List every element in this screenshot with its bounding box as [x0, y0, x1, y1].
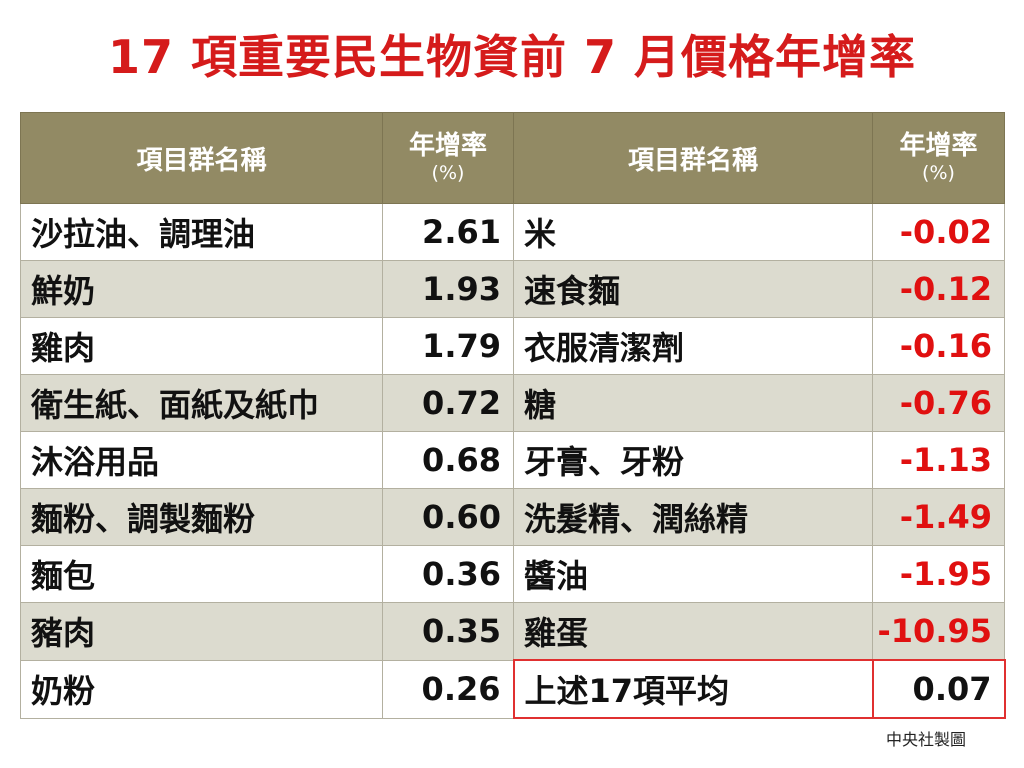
right-item-rate: -0.12 — [872, 260, 1005, 318]
left-item-name: 鮮奶 — [20, 260, 383, 318]
right-item-name: 洗髮精、潤絲精 — [513, 488, 873, 546]
left-item-rate: 0.60 — [382, 488, 514, 546]
header-rate-label: 年增率 — [899, 131, 978, 161]
left-item-name: 麵粉、調製麵粉 — [20, 488, 383, 546]
right-item-rate: -0.02 — [872, 203, 1005, 261]
left-item-rate: 0.36 — [382, 545, 514, 603]
left-item-rate: 0.35 — [382, 602, 514, 661]
left-item-rate: 1.79 — [382, 317, 514, 375]
table-row: 豬肉 0.35 雞蛋 -10.95 — [20, 602, 1005, 661]
average-label: 上述17項平均 — [512, 659, 874, 719]
table-row: 沙拉油、調理油 2.61 米 -0.02 — [20, 203, 1005, 261]
header-name-label: 項目群名稱 — [627, 145, 758, 176]
header-rate-left: 年增率 (%) — [382, 112, 514, 204]
right-item-rate: -10.95 — [872, 602, 1005, 661]
header-unit-label: (%) — [431, 162, 465, 184]
header-item-name-right: 項目群名稱 — [513, 112, 873, 204]
right-item-name: 衣服清潔劑 — [513, 317, 873, 375]
table-row: 麵粉、調製麵粉 0.60 洗髮精、潤絲精 -1.49 — [20, 488, 1005, 546]
right-item-name: 速食麵 — [513, 260, 873, 318]
left-item-name: 衛生紙、面紙及紙巾 — [20, 374, 383, 432]
left-item-rate: 2.61 — [382, 203, 514, 261]
left-item-name: 奶粉 — [20, 659, 383, 719]
left-item-name: 豬肉 — [20, 602, 383, 661]
left-item-rate: 0.68 — [382, 431, 514, 489]
right-item-rate: -0.16 — [872, 317, 1005, 375]
left-item-name: 雞肉 — [20, 317, 383, 375]
right-item-name: 糖 — [513, 374, 873, 432]
average-rate: 0.07 — [871, 659, 1006, 719]
left-item-name: 沙拉油、調理油 — [20, 203, 383, 261]
source-credit: 中央社製圖 — [885, 730, 966, 749]
table-row: 沐浴用品 0.68 牙膏、牙粉 -1.13 — [20, 431, 1005, 489]
right-item-rate: -1.13 — [872, 431, 1005, 489]
price-growth-table: 項目群名稱 年增率 (%) 項目群名稱 年增率 (%) 沙拉油、調理油 2.61 米… — [20, 112, 1006, 719]
right-item-name: 米 — [513, 203, 873, 261]
right-item-name: 牙膏、牙粉 — [513, 431, 873, 489]
table-row: 衛生紙、面紙及紙巾 0.72 糖 -0.76 — [20, 374, 1005, 432]
table-row: 鮮奶 1.93 速食麵 -0.12 — [20, 260, 1005, 318]
left-item-rate: 1.93 — [382, 260, 514, 318]
header-unit-label: (%) — [922, 162, 955, 184]
header-rate-label: 年增率 — [408, 131, 487, 161]
left-item-rate: 0.26 — [382, 659, 514, 719]
left-item-name: 沐浴用品 — [20, 431, 383, 489]
table-row: 奶粉 0.26 上述17項平均 0.07 — [20, 659, 1006, 719]
header-rate-right: 年增率 (%) — [872, 112, 1005, 204]
header-item-name-left: 項目群名稱 — [20, 112, 383, 204]
right-item-rate: -1.95 — [872, 545, 1005, 603]
right-item-name: 雞蛋 — [513, 602, 873, 661]
right-item-name: 醬油 — [513, 545, 873, 603]
right-item-rate: -1.49 — [872, 488, 1005, 546]
left-item-rate: 0.72 — [382, 374, 514, 432]
header-name-label: 項目群名稱 — [136, 145, 267, 176]
table-header-row: 項目群名稱 年增率 (%) 項目群名稱 年增率 (%) — [20, 112, 1005, 204]
chart-title: 17 項重要民生物資前 7 月價格年增率 — [107, 30, 917, 84]
table-row: 雞肉 1.79 衣服清潔劑 -0.16 — [20, 317, 1005, 375]
left-item-name: 麵包 — [20, 545, 383, 603]
table-row: 麵包 0.36 醬油 -1.95 — [20, 545, 1005, 603]
right-item-rate: -0.76 — [872, 374, 1005, 432]
